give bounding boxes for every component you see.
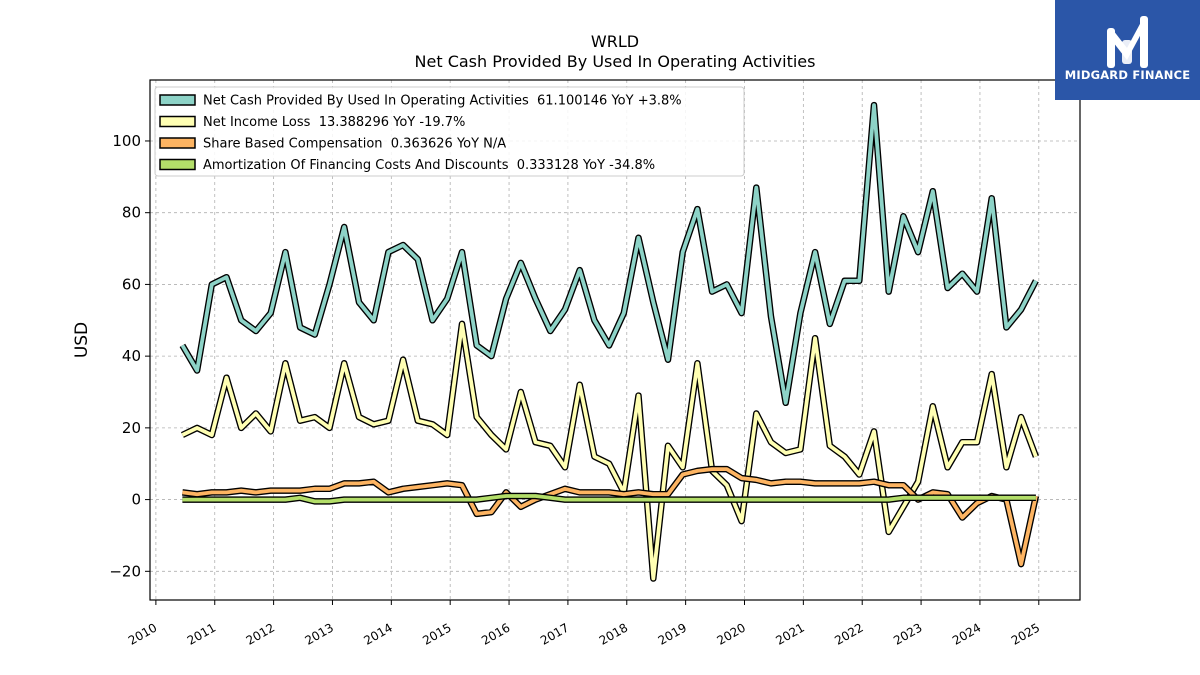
series-line-3 [182, 467, 1038, 566]
x-tick-label: 2016 [479, 620, 512, 647]
y-tick-label: −20 [109, 562, 141, 580]
x-tick-label: 2017 [538, 620, 571, 647]
plot-frame [149, 79, 1081, 601]
legend-entry: Amortization Of Financing Costs And Disc… [203, 158, 655, 173]
x-tick-label: 2012 [244, 620, 277, 647]
series-line-2 [181, 321, 1038, 581]
legend-box [154, 86, 745, 177]
x-tick-label: 2020 [715, 620, 748, 647]
y-axis: −20 0 20 40 60 80 100 [109, 132, 150, 580]
series-lines [179, 101, 1040, 582]
series-line-outline [180, 320, 1039, 582]
x-tick-label: 2015 [420, 620, 453, 647]
legend-entry: Net Cash Provided By Used In Operating A… [203, 94, 682, 109]
legend-swatch [159, 94, 196, 106]
y-tick-label: 20 [122, 419, 141, 437]
x-axis: 2010 2011 2012 2013 2014 2015 2016 2017 2018 2019… [126, 600, 1042, 648]
legend-swatch [159, 158, 196, 171]
x-tick-label: 2024 [950, 620, 983, 647]
legend-swatch [159, 137, 196, 149]
series-line-4 [182, 494, 1036, 504]
y-tick-label: 40 [122, 347, 141, 365]
x-tick-label: 2018 [597, 620, 630, 647]
legend-swatch [159, 115, 196, 128]
x-tick-label: 2022 [832, 620, 865, 647]
midgard-m-logo-icon [1107, 16, 1148, 68]
y-tick-label: 0 [131, 491, 141, 509]
midgard-finance-logo: MIDGARD FINANCE [1055, 0, 1200, 100]
series-line-outline [182, 465, 1040, 568]
x-tick-label: 2010 [126, 620, 159, 647]
legend-entry: Share Based Compensation 0.363626 YoY N/… [203, 137, 506, 152]
x-tick-label: 2023 [891, 620, 924, 647]
y-tick-label: 80 [122, 204, 141, 222]
series-line-1 [180, 103, 1038, 405]
x-tick-label: 2013 [303, 620, 336, 647]
legend: Net Cash Provided By Used In Operating A… [154, 86, 745, 177]
x-tick-label: 2021 [773, 620, 806, 647]
x-tick-label: 2019 [656, 620, 689, 647]
legend-entry: Net Income Loss 13.388296 YoY -19.7% [203, 115, 465, 130]
y-axis-label: USD [72, 322, 92, 358]
chart-title: WRLD [590, 32, 640, 51]
x-tick-label: 2014 [361, 620, 394, 647]
x-tick-label: 2011 [185, 620, 218, 647]
y-tick-label: 60 [122, 275, 141, 293]
chart-subtitle: Net Cash Provided By Used In Operating A… [414, 52, 816, 71]
logo-text: MIDGARD FINANCE [1064, 68, 1191, 82]
x-tick-label: 2025 [1009, 620, 1042, 647]
y-tick-label: 100 [112, 132, 141, 150]
